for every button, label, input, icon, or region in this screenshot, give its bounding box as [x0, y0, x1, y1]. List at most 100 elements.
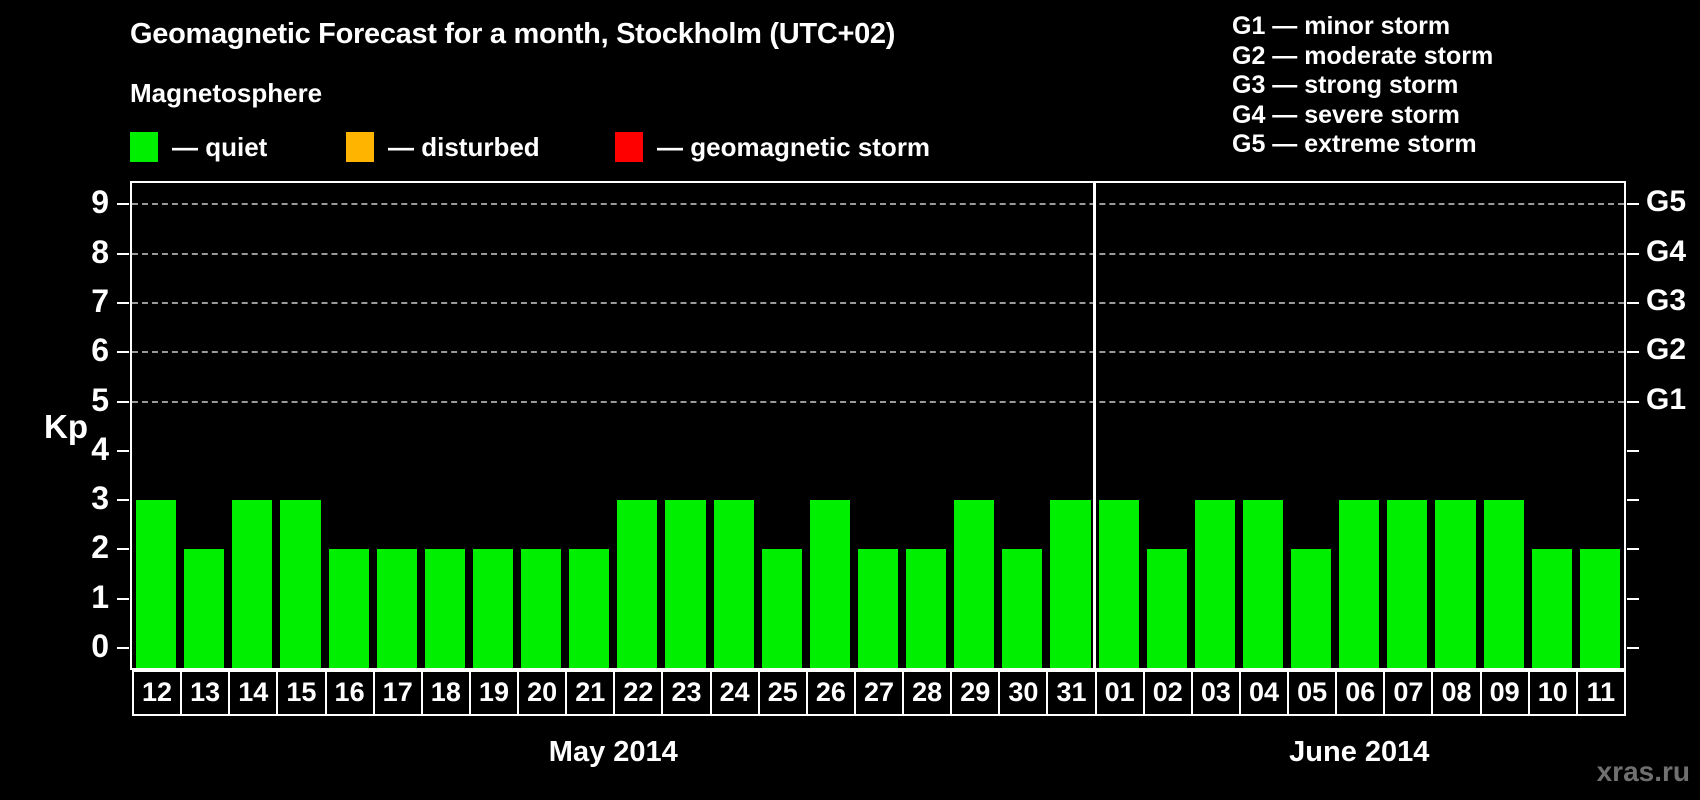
- legend-label-disturbed: — disturbed: [388, 131, 540, 162]
- day-cell-31: 31: [1046, 670, 1097, 716]
- month-separator: [1093, 183, 1097, 668]
- kp-bar-may-22: [617, 500, 658, 668]
- month-label-1: June 2014: [1289, 736, 1430, 768]
- day-cell-14: 14: [228, 670, 279, 716]
- day-cell-19: 19: [468, 670, 520, 716]
- y-tick-left: [117, 499, 129, 502]
- day-cell-30: 30: [998, 670, 1049, 716]
- kp-bar-may-27: [857, 549, 899, 668]
- y-tick-left: [117, 400, 129, 403]
- kp-bar-june-11: [1579, 549, 1620, 668]
- kp-bar-may-18: [424, 549, 465, 668]
- kp-bar-may-20: [521, 549, 562, 668]
- kp-bar-may-19: [472, 549, 514, 668]
- day-cell-13: 13: [180, 670, 231, 716]
- y-tick-right: [1627, 548, 1639, 551]
- storm-swatch-icon: [615, 132, 643, 162]
- legend-label-storm: — geomagnetic storm: [657, 131, 931, 162]
- y-tick-left: [117, 449, 129, 452]
- kp-bar-june-01: [1098, 500, 1139, 668]
- kp-bar-may-28: [906, 549, 947, 668]
- day-cell-27: 27: [853, 670, 905, 716]
- day-cell-01: 01: [1094, 670, 1145, 716]
- y-axis-label-5: 5: [91, 381, 109, 418]
- kp-bar-may-24: [713, 500, 754, 668]
- kp-bar-may-25: [761, 549, 802, 668]
- y-axis-label-7: 7: [91, 282, 109, 319]
- y-tick-right: [1627, 597, 1639, 600]
- day-cell-25: 25: [757, 670, 808, 716]
- legend-label-quiet: — quiet: [172, 131, 268, 162]
- day-cell-02: 02: [1142, 670, 1193, 716]
- quiet-swatch-icon: [130, 132, 158, 162]
- day-cell-28: 28: [902, 670, 953, 716]
- y-tick-right: [1627, 400, 1639, 403]
- kp-bar-june-04: [1242, 500, 1284, 668]
- y-axis-label-8: 8: [91, 233, 109, 270]
- g-scale-line-g5: G5 — extreme storm: [1232, 130, 1477, 158]
- kp-bar-june-07: [1387, 500, 1428, 668]
- y-tick-right: [1627, 449, 1639, 452]
- day-cell-17: 17: [372, 670, 423, 716]
- y-tick-left: [117, 203, 129, 206]
- right-axis-label-g3: G3: [1646, 283, 1687, 317]
- kp-bar-may-12: [136, 500, 177, 668]
- day-cell-05: 05: [1287, 670, 1338, 716]
- kp-bar-june-05: [1291, 549, 1332, 668]
- magnetosphere-label: Magnetosphere: [130, 78, 323, 108]
- y-tick-left: [117, 647, 129, 649]
- day-cell-04: 04: [1238, 670, 1290, 716]
- y-tick-right: [1627, 252, 1639, 255]
- y-tick-left: [117, 252, 129, 255]
- y-axis-label-3: 3: [91, 480, 109, 517]
- y-tick-left: [117, 548, 129, 551]
- day-cell-08: 08: [1431, 670, 1482, 716]
- right-axis-label-g1: G1: [1646, 382, 1687, 416]
- right-axis-label-g2: G2: [1646, 333, 1687, 367]
- kp-bar-may-30: [1002, 549, 1043, 668]
- y-axis-label-9: 9: [91, 184, 109, 221]
- kp-bar-may-29: [954, 500, 995, 668]
- y-tick-right: [1627, 301, 1639, 304]
- kp-bar-may-23: [665, 500, 706, 668]
- y-tick-right: [1627, 203, 1639, 206]
- grid-line-kp5: [132, 400, 1624, 403]
- day-cell-22: 22: [613, 670, 664, 716]
- y-tick-left: [117, 301, 129, 304]
- month-label-0: May 2014: [548, 736, 678, 768]
- kp-bar-may-17: [376, 549, 417, 668]
- kp-bar-may-31: [1050, 500, 1091, 668]
- y-tick-left: [117, 351, 129, 354]
- day-cell-07: 07: [1383, 670, 1434, 716]
- kp-bar-june-03: [1194, 500, 1235, 668]
- grid-line-kp6: [132, 351, 1624, 354]
- disturbed-swatch-icon: [346, 132, 374, 162]
- kp-bar-june-09: [1483, 500, 1524, 668]
- day-cell-26: 26: [805, 670, 856, 716]
- g-scale-line-g1: G1 — minor storm: [1232, 12, 1451, 40]
- right-axis-label-g5: G5: [1646, 185, 1687, 219]
- y-axis-label-1: 1: [91, 578, 109, 615]
- g-scale-line-g2: G2 — moderate storm: [1232, 41, 1494, 70]
- right-axis-label-g4: G4: [1646, 234, 1687, 268]
- g-scale-line-g3: G3 — strong storm: [1232, 71, 1459, 99]
- day-cell-09: 09: [1479, 670, 1530, 716]
- legend-item-quiet: — quiet: [130, 130, 267, 164]
- y-axis-label-0: 0: [91, 628, 109, 664]
- watermark: xras.ru: [1596, 756, 1690, 787]
- y-axis-title: Kp: [44, 408, 88, 445]
- kp-bar-may-21: [569, 549, 610, 668]
- page-title: Geomagnetic Forecast for a month, Stockh…: [130, 18, 896, 50]
- kp-bar-june-06: [1339, 500, 1380, 668]
- y-tick-right: [1627, 351, 1639, 354]
- day-cell-15: 15: [276, 670, 327, 716]
- day-cell-29: 29: [950, 670, 1001, 716]
- kp-bar-june-02: [1146, 549, 1187, 668]
- day-cell-16: 16: [324, 670, 375, 716]
- kp-bar-june-10: [1531, 549, 1572, 668]
- g-scale-line-g4: G4 — severe storm: [1232, 100, 1460, 129]
- grid-line-kp7: [132, 301, 1624, 304]
- y-axis-label-2: 2: [91, 529, 109, 566]
